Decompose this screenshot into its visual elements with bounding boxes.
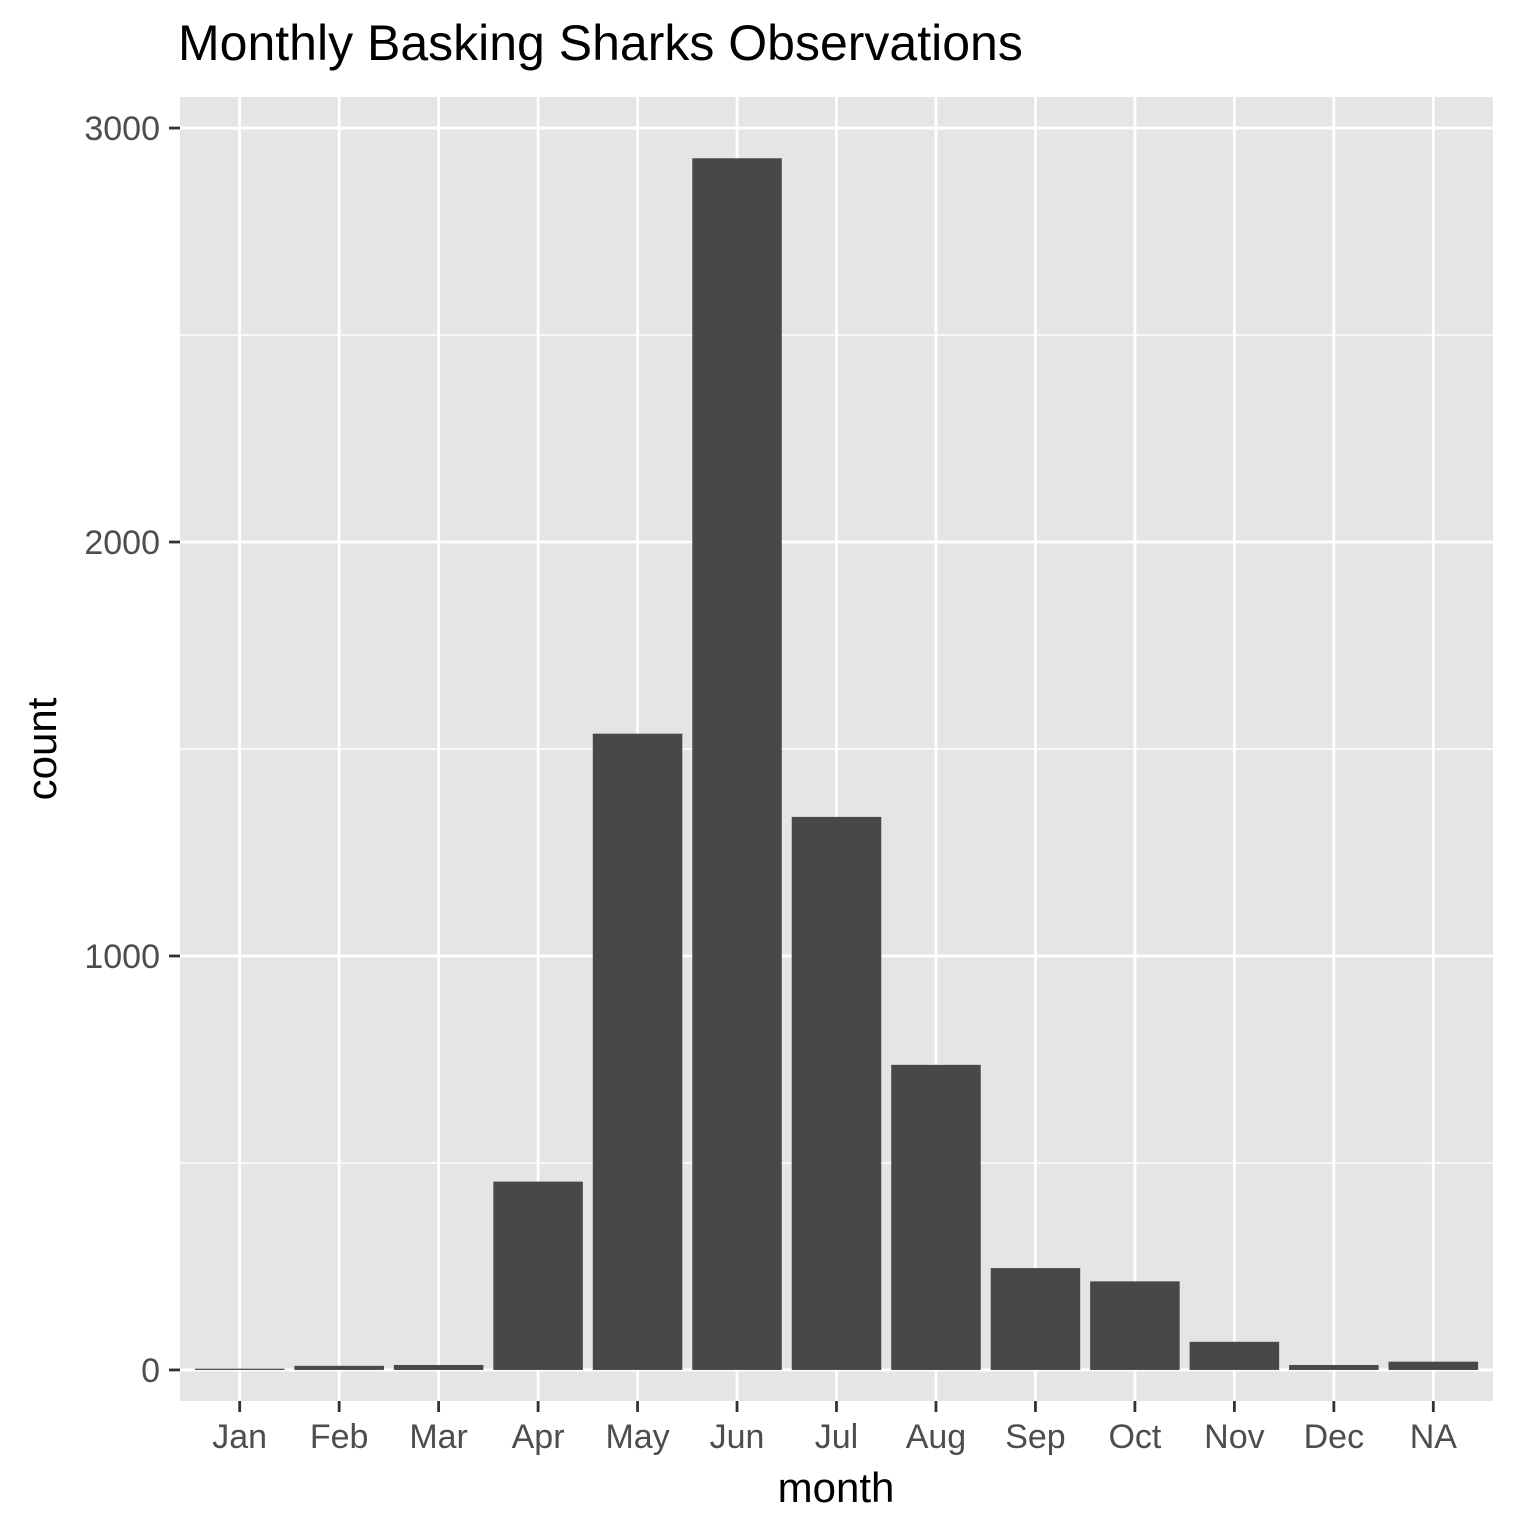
x-axis-title: month: [778, 1464, 895, 1511]
bar-may: [592, 733, 683, 1370]
bar-na: [1388, 1361, 1479, 1370]
x-tick-label: Oct: [1108, 1418, 1161, 1456]
x-tick-label: Jan: [212, 1418, 267, 1456]
bar-mar: [393, 1364, 484, 1370]
y-tick-label: 3000: [84, 110, 160, 148]
y-tick-label: 2000: [84, 524, 160, 562]
x-tick-label: May: [605, 1418, 669, 1456]
y-tick-label: 1000: [84, 938, 160, 976]
x-tick-label: NA: [1410, 1418, 1458, 1456]
y-axis: 0 1000 2000 3000: [84, 110, 180, 1390]
bar-nov: [1189, 1341, 1280, 1370]
bar-jun: [692, 158, 782, 1370]
x-tick-label: Mar: [409, 1418, 468, 1456]
x-tick-label: Apr: [512, 1418, 565, 1456]
y-tick-label: 0: [141, 1352, 160, 1390]
x-tick-label: Aug: [906, 1418, 967, 1456]
x-axis: Jan Feb Mar Apr May Jun Jul Aug Sep Oct Nov Dec NA: [212, 1401, 1457, 1456]
bar-dec: [1289, 1364, 1379, 1370]
bar-feb: [294, 1365, 384, 1370]
chart-title: Monthly Basking Sharks Observations: [178, 15, 1023, 71]
x-tick-label: Feb: [310, 1418, 369, 1456]
x-tick-label: Dec: [1304, 1418, 1364, 1456]
bar-apr: [493, 1181, 583, 1370]
bar-jul: [791, 816, 882, 1370]
x-tick-label: Nov: [1204, 1418, 1264, 1456]
x-tick-label: Sep: [1005, 1418, 1066, 1456]
bar-aug: [891, 1064, 981, 1370]
y-axis-title: count: [18, 697, 65, 800]
x-tick-label: Jun: [710, 1418, 765, 1456]
x-tick-label: Jul: [815, 1418, 858, 1456]
bars: [194, 158, 1479, 1370]
bar-oct: [1090, 1281, 1180, 1370]
bar-jan: [194, 1368, 285, 1370]
bar-sep: [990, 1268, 1081, 1370]
